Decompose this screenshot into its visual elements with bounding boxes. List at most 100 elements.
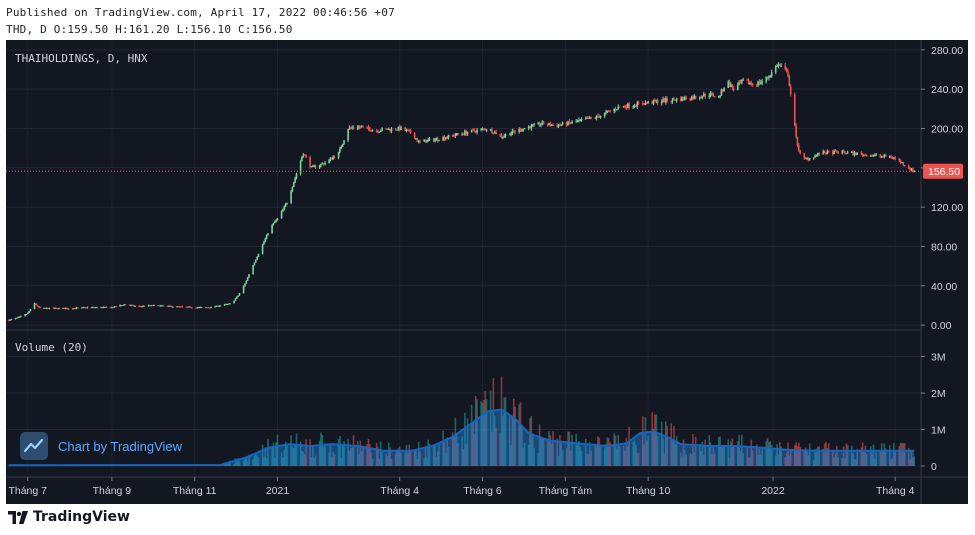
candle-body <box>798 145 800 151</box>
candle-body <box>83 307 86 309</box>
candle-body <box>884 154 887 157</box>
candle-body <box>16 317 18 319</box>
volume-bar <box>273 457 276 467</box>
candle-body <box>337 151 340 158</box>
candle-body <box>254 259 257 263</box>
tradingview-brand[interactable]: TradingView <box>8 509 130 525</box>
candle-body <box>616 109 618 111</box>
volume-bar <box>360 451 363 467</box>
time-tick-label: Tháng 9 <box>93 485 132 497</box>
candle-body <box>757 81 759 86</box>
volume-bar <box>660 421 663 467</box>
candle-body <box>567 121 569 126</box>
volume-bar <box>541 438 544 467</box>
candle-body <box>140 306 143 308</box>
time-axis[interactable]: Tháng 7 Tháng 9 Tháng 11 2021 Tháng 4 Tháng 6… <box>8 477 915 497</box>
volume-bar <box>385 454 387 467</box>
tradingview-watermark[interactable]: Chart by TradingView <box>20 432 183 460</box>
volume-bar <box>445 452 447 467</box>
candle-body <box>302 154 305 158</box>
candle-body <box>92 307 94 309</box>
volume-bar <box>891 458 894 467</box>
candle-body <box>568 121 571 123</box>
volume-bar <box>495 427 497 467</box>
candle-body <box>588 117 591 119</box>
volume-bar <box>500 376 503 467</box>
volume-bar <box>837 457 839 467</box>
candle-body <box>503 135 506 137</box>
symbol-title: THAIHOLDINGS, D, HNX <box>15 52 148 65</box>
volume-bar <box>578 441 580 467</box>
volume-axis[interactable]: 0 1M 2M 3M <box>921 352 946 474</box>
candle-body <box>121 305 124 307</box>
volume-bar <box>416 458 419 467</box>
candle-body <box>647 101 649 104</box>
volume-bar <box>702 455 705 467</box>
candle-body <box>369 128 371 131</box>
volume-bar <box>371 458 374 467</box>
candle-body <box>473 129 476 132</box>
volume-bar <box>728 457 731 467</box>
volume-bar <box>257 457 260 467</box>
candle-body <box>465 131 468 135</box>
candle-body <box>806 157 808 159</box>
candle-body <box>755 84 758 86</box>
volume-bar <box>462 449 465 467</box>
volume-bar <box>682 439 685 467</box>
candle-body <box>66 308 68 310</box>
volume-bar <box>438 444 440 467</box>
volume-bar <box>844 458 846 467</box>
candle-body <box>804 158 807 160</box>
volume-bar <box>510 445 512 467</box>
candle-body <box>276 218 279 220</box>
volume-bar <box>779 442 781 467</box>
candle-body <box>655 100 658 102</box>
volume-bar <box>314 455 317 467</box>
volume-bar <box>641 416 644 467</box>
volume-bar <box>758 448 761 467</box>
candle-body <box>214 306 216 308</box>
candle-body <box>151 305 154 307</box>
volume-bar <box>636 452 639 467</box>
candle-body <box>423 139 425 142</box>
candle-body <box>318 165 321 168</box>
volume-bar <box>664 421 667 467</box>
volume-bar <box>793 445 796 467</box>
candle-body <box>359 126 362 128</box>
candle-body <box>711 92 713 94</box>
volume-bar <box>576 445 579 467</box>
volume-tick-label: 3M <box>931 352 946 364</box>
candle-body <box>210 306 212 308</box>
volume-bar <box>692 434 694 467</box>
candle-body <box>584 118 587 120</box>
volume-bar <box>871 454 873 467</box>
candle-body <box>893 157 895 159</box>
candle-body <box>390 128 393 131</box>
candle-body <box>682 97 685 100</box>
candle-body <box>625 106 628 109</box>
volume-bar <box>865 454 868 467</box>
candle-body <box>784 65 787 70</box>
candle-body <box>195 307 197 309</box>
candle-body <box>191 307 193 309</box>
volume-bar <box>550 443 553 467</box>
chart-line-icon <box>23 438 44 453</box>
volume-bar <box>556 438 558 467</box>
candle-body <box>90 307 93 309</box>
volume-bar <box>404 452 406 467</box>
volume-bar <box>723 444 725 467</box>
volume-bar <box>909 459 911 467</box>
candle-body <box>28 311 30 314</box>
candle-body <box>64 308 67 310</box>
volume-bar <box>742 453 744 467</box>
candle-body <box>728 81 731 87</box>
volume-bar <box>237 457 239 467</box>
price-volume-chart[interactable]: 0.0040.0080.00120.00160.00200.00240.0028… <box>6 40 968 504</box>
candle-body <box>548 122 550 125</box>
volume-bar <box>645 440 648 467</box>
candle-body <box>63 307 66 309</box>
volume-bar <box>711 454 713 467</box>
candle-body <box>712 93 715 97</box>
volume-bar <box>625 437 628 467</box>
candle-body <box>632 106 634 108</box>
